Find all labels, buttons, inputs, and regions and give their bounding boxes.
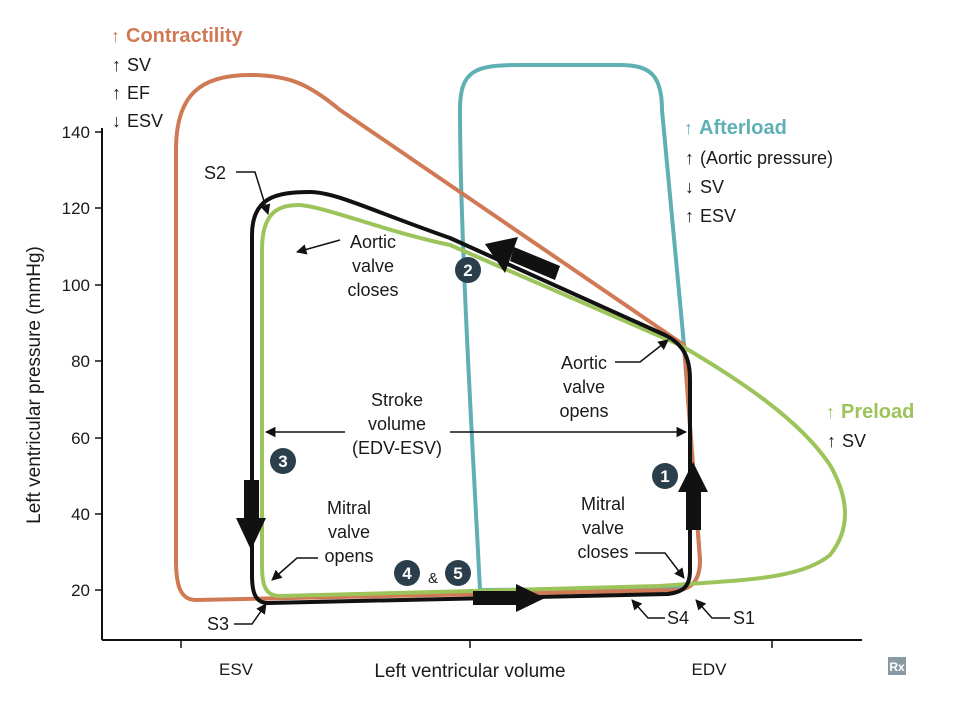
aortic-opens-label: Aortic — [561, 353, 607, 373]
mitral-opens-label: Mitral — [327, 498, 371, 518]
mitral-closes-leader — [635, 552, 685, 579]
preload-title: Preload — [841, 401, 914, 423]
svg-text:4: 4 — [402, 564, 412, 583]
y-tick-label: 20 — [71, 581, 90, 600]
y-tick-label: 140 — [62, 123, 90, 142]
contractility-ef: EF — [127, 83, 150, 103]
mitral-closes-label: valve — [582, 518, 624, 538]
preload-sv: SV — [842, 431, 866, 451]
contractility-legend: ↑ Contractility ↑ SV ↑ EF ↓ ESV — [111, 25, 244, 131]
y-tick-label: 40 — [71, 505, 90, 524]
preload-legend: ↑ Preload ↑ SV — [826, 401, 914, 451]
up-arrow-icon: ↑ — [111, 26, 120, 46]
aortic-closes-label: valve — [352, 256, 394, 276]
mitral-closes-label: Mitral — [581, 494, 625, 514]
phase-arrow-right — [473, 584, 545, 612]
up-arrow-icon: ↑ — [112, 55, 121, 75]
phase-arrow-left — [485, 237, 560, 280]
s4-label: S4 — [667, 608, 689, 628]
aortic-opens-label: opens — [559, 401, 608, 421]
aortic-opens-leader — [615, 339, 669, 363]
aortic-closes-label: Aortic — [350, 232, 396, 252]
preload-loop — [260, 203, 847, 598]
s4-leader — [631, 599, 665, 619]
stroke-volume-label: (EDV-ESV) — [352, 438, 442, 458]
svg-text:1: 1 — [660, 467, 669, 486]
contractility-loop — [174, 73, 702, 602]
afterload-aortic: (Aortic pressure) — [700, 148, 833, 168]
phase-marker-2: 2 — [455, 257, 481, 283]
mitral-opens-label: valve — [328, 522, 370, 542]
up-arrow-icon: ↑ — [685, 148, 694, 168]
svg-text:3: 3 — [278, 452, 287, 471]
stroke-volume-label: volume — [368, 414, 426, 434]
phase-arrow-down — [236, 480, 266, 550]
down-arrow-icon: ↓ — [112, 111, 121, 131]
y-tick-label: 60 — [71, 429, 90, 448]
y-tick-label: 100 — [62, 276, 90, 295]
rx-logo: Rx — [888, 657, 906, 675]
up-arrow-icon: ↑ — [685, 206, 694, 226]
x-tick-esv: ESV — [219, 660, 254, 679]
phase-marker-5: 5 — [445, 560, 471, 586]
phase-arrow-up — [678, 462, 708, 530]
aortic-closes-leader — [295, 239, 341, 255]
afterload-title: Afterload — [699, 117, 787, 139]
y-tick-label: 120 — [62, 199, 90, 218]
y-tick-label: 80 — [71, 352, 90, 371]
x-tick-edv: EDV — [692, 660, 728, 679]
up-arrow-icon: ↑ — [826, 402, 835, 422]
y-axis-title: Left ventricular pressure (mmHg) — [24, 246, 45, 524]
x-axis-title: Left ventricular volume — [374, 661, 565, 682]
phase-marker-4: 4 — [394, 560, 420, 586]
mitral-closes-label: closes — [577, 542, 628, 562]
phase-ampersand: & — [428, 570, 438, 587]
mitral-opens-leader — [271, 557, 318, 581]
up-arrow-icon: ↑ — [112, 83, 121, 103]
s2-label: S2 — [204, 163, 226, 183]
contractility-sv: SV — [127, 55, 151, 75]
s3-leader — [234, 603, 267, 625]
s1-leader — [695, 599, 730, 619]
contractility-title: Contractility — [126, 25, 244, 47]
svg-text:2: 2 — [463, 261, 472, 280]
up-arrow-icon: ↑ — [684, 118, 693, 138]
svg-text:Rx: Rx — [889, 660, 905, 674]
phase-marker-1: 1 — [652, 463, 678, 489]
s2-leader — [236, 171, 271, 216]
mitral-opens-label: opens — [324, 546, 373, 566]
afterload-sv: SV — [700, 177, 724, 197]
aortic-opens-label: valve — [563, 377, 605, 397]
y-ticks — [95, 131, 102, 591]
up-arrow-icon: ↑ — [827, 431, 836, 451]
down-arrow-icon: ↓ — [685, 177, 694, 197]
phase-marker-3: 3 — [270, 448, 296, 474]
afterload-loop — [458, 63, 702, 592]
s3-label: S3 — [207, 614, 229, 634]
x-ticks — [180, 640, 773, 648]
aortic-closes-label: closes — [347, 280, 398, 300]
svg-text:5: 5 — [453, 564, 462, 583]
afterload-esv: ESV — [700, 206, 736, 226]
contractility-esv: ESV — [127, 111, 163, 131]
afterload-legend: ↑ Afterload ↑ (Aortic pressure) ↓ SV ↑ E… — [684, 117, 833, 226]
stroke-volume-label: Stroke — [371, 390, 423, 410]
s1-label: S1 — [733, 608, 755, 628]
